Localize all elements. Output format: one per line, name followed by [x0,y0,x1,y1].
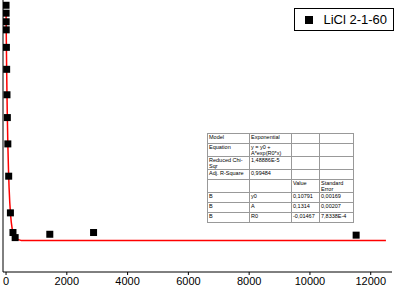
html-text:7,8338E-4: 7,8338E-4 [321,213,347,219]
html-text:LiCl 2-1-60: LiCl 2-1-60 [323,12,387,27]
html-text:0,00169: 0,00169 [321,193,341,199]
html-text:Model: Model [209,134,224,140]
svg-text:0: 0 [8,275,9,286]
svg-text:8000: 8000 [237,275,261,286]
svg-text:2000: 2000 [55,275,79,286]
html-text:-0,01467: -0,01467 [293,213,315,219]
html-text:Standard Error: Standard Error [321,180,344,192]
html-text:A: A [251,203,255,209]
html-text:Reduced Chi-Sqr: Reduced Chi-Sqr [209,157,243,169]
html-text:Exponential: Exponential [251,134,280,140]
svg-text:12000: 12000 [355,275,386,286]
html-text:0,99484: 0,99484 [251,170,271,176]
html-text:0,10791: 0,10791 [293,193,313,199]
html-text:R0: R0 [251,213,258,219]
svg-text:10000: 10000 [295,275,326,286]
html-text:1,48886E-5: 1,48886E-5 [251,157,280,163]
html-text:Equation: Equation [209,144,231,150]
html-text:y0: y0 [251,193,257,199]
html-text:0,1314: 0,1314 [293,203,310,209]
html-text:y = y0 + A*exp(R0*x): y = y0 + A*exp(R0*x) [251,144,282,156]
html-text:Adj. R-Square: Adj. R-Square [209,170,244,176]
html-text:B: B [209,213,213,219]
html-text:0,00207: 0,00207 [321,203,341,209]
html-text:B: B [209,193,213,199]
html-text:Value: Value [293,180,307,186]
svg-text:4000: 4000 [115,275,139,286]
svg-text:6000: 6000 [176,275,200,286]
html-text:B: B [209,203,213,209]
